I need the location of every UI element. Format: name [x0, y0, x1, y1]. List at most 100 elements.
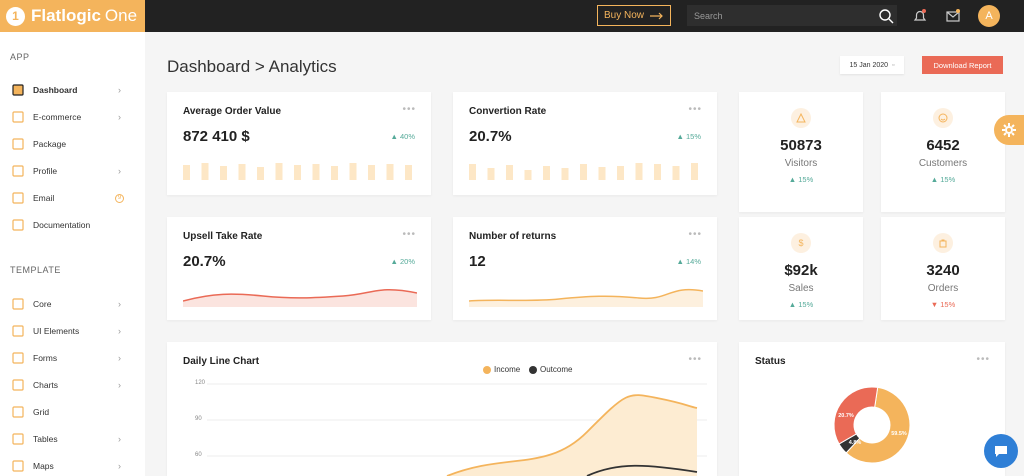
- charts-icon: [11, 378, 25, 392]
- sidebar-item-label: Profile: [33, 166, 58, 176]
- y-tick: 60: [195, 452, 202, 458]
- sparkline-bar: [654, 164, 661, 180]
- card-title: Number of returns: [469, 231, 557, 242]
- sparkline-bar: [275, 163, 283, 180]
- donut-label: 4.8%: [849, 440, 862, 446]
- sidebar-item-forms[interactable]: Forms ›: [0, 348, 145, 368]
- sparkline-bar: [469, 164, 476, 180]
- bar-sparkline: [183, 163, 412, 180]
- chevron-right-icon: ›: [118, 326, 121, 336]
- sidebar-item-package[interactable]: Package: [0, 134, 145, 154]
- bell-icon[interactable]: [912, 8, 928, 24]
- donut-label: 20.7%: [838, 413, 854, 419]
- card-delta: ▲ 40%: [390, 132, 415, 141]
- more-options-icon[interactable]: •••: [688, 354, 702, 365]
- sidebar-item-label: Grid: [33, 407, 50, 417]
- stat-value: $92k: [784, 262, 818, 279]
- sidebar: APP Dashboard › E-commerce › Package Profile ›…: [0, 32, 145, 476]
- number-of-returns-card: Number of returns ••• 12 ▲ 14%: [453, 217, 717, 320]
- email-count-badge: 9: [115, 193, 124, 203]
- donut-label: 59.5%: [891, 431, 907, 437]
- chevron-right-icon: ›: [118, 112, 121, 122]
- maps-icon: [11, 459, 25, 473]
- calendar-icon: ▫: [892, 61, 895, 69]
- sparkline-bar: [598, 167, 606, 180]
- page-title: Dashboard > Analytics: [167, 57, 337, 76]
- customers-card: 6452 Customers ▲ 15%: [881, 92, 1005, 212]
- sidebar-item-email[interactable]: Email 9: [0, 188, 145, 208]
- line-chart-plot: [207, 383, 707, 476]
- sidebar-item-grid[interactable]: Grid: [0, 402, 145, 422]
- chat-button[interactable]: [984, 434, 1018, 468]
- sales-card: $ $92k Sales ▲ 15%: [739, 217, 863, 320]
- sidebar-item-maps[interactable]: Maps ›: [0, 456, 145, 476]
- download-report-button[interactable]: Download Report: [922, 56, 1003, 74]
- card-delta: ▲ 15%: [676, 132, 701, 141]
- sidebar-item-label: Documentation: [33, 220, 91, 230]
- stat-label: Orders: [927, 283, 959, 294]
- bar-sparkline: [469, 163, 698, 180]
- logo-mark-icon: 1: [6, 6, 25, 26]
- stat-delta: ▲ 15%: [930, 175, 956, 184]
- status-card: Status ••• 20.7% 4.8% 59.5%: [739, 342, 1005, 476]
- sparkline-bar: [580, 164, 587, 180]
- sidebar-item-label: Email: [33, 193, 55, 203]
- sidebar-item-label: Maps: [33, 461, 54, 471]
- sparkline-bar: [506, 165, 513, 180]
- warning-icon: [791, 108, 811, 128]
- sidebar-item-label: Dashboard: [33, 85, 78, 95]
- date-picker[interactable]: 15 Jan 2020 ▫: [840, 56, 904, 74]
- area-sparkline: [183, 289, 417, 307]
- settings-button[interactable]: [994, 115, 1024, 145]
- mail-icon[interactable]: [945, 8, 961, 24]
- sparkline-bar: [405, 165, 412, 180]
- search-input[interactable]: [687, 5, 897, 26]
- more-options-icon[interactable]: •••: [402, 229, 416, 240]
- card-title: Status: [755, 356, 786, 367]
- sidebar-item-documentation[interactable]: Documentation: [0, 215, 145, 235]
- upsell-take-rate-card: Upsell Take Rate ••• 20.7% ▲ 20%: [167, 217, 431, 320]
- core-icon: [11, 297, 25, 311]
- sidebar-item-charts[interactable]: Charts ›: [0, 375, 145, 395]
- stat-value: 6452: [926, 137, 960, 154]
- sidebar-item-label: UI Elements: [33, 326, 80, 336]
- sidebar-item-profile[interactable]: Profile ›: [0, 161, 145, 181]
- sidebar-item-tables[interactable]: Tables ›: [0, 429, 145, 449]
- more-options-icon[interactable]: •••: [402, 104, 416, 115]
- card-value: 872 410 $: [183, 128, 250, 145]
- card-value: 20.7%: [183, 253, 226, 270]
- search-icon[interactable]: [878, 8, 894, 24]
- forms-icon: [11, 351, 25, 365]
- more-options-icon[interactable]: •••: [688, 229, 702, 240]
- sidebar-item-ui-elements[interactable]: UI Elements ›: [0, 321, 145, 341]
- date-value: 15 Jan 2020: [849, 61, 889, 69]
- card-title: Convertion Rate: [469, 106, 547, 117]
- sidebar-item-dashboard[interactable]: Dashboard ›: [0, 80, 145, 100]
- buy-now-button[interactable]: Buy Now: [597, 5, 671, 26]
- chat-icon: [995, 446, 1007, 457]
- sidebar-item-core[interactable]: Core ›: [0, 294, 145, 314]
- brand-logo[interactable]: 1 Flatlogic One: [0, 0, 145, 32]
- legend-income[interactable]: Income: [483, 365, 520, 374]
- more-options-icon[interactable]: •••: [976, 354, 990, 365]
- sparkline-bar: [220, 166, 227, 180]
- more-options-icon[interactable]: •••: [688, 104, 702, 115]
- card-title: Average Order Value: [183, 106, 282, 117]
- card-value: 20.7%: [469, 128, 512, 145]
- avatar[interactable]: A: [978, 5, 1000, 27]
- card-title: Upsell Take Rate: [183, 231, 263, 242]
- stat-label: Sales: [788, 283, 814, 294]
- tables-icon: [11, 432, 25, 446]
- sparkline-bar: [183, 165, 190, 180]
- stat-value: 50873: [780, 137, 822, 154]
- legend-outcome[interactable]: Outcome: [529, 365, 572, 374]
- sidebar-item-label: Tables: [33, 434, 58, 444]
- sidebar-item-e-commerce[interactable]: E-commerce ›: [0, 107, 145, 127]
- status-donut-chart: 20.7% 4.8% 59.5%: [833, 386, 911, 464]
- sidebar-item-label: Core: [33, 299, 52, 309]
- sidebar-item-label: Charts: [33, 380, 59, 390]
- donut-slice: [845, 386, 911, 464]
- sidebar-section-app: APP: [10, 52, 30, 62]
- sparkline-bar: [524, 170, 532, 180]
- sparkline-bar: [331, 166, 338, 180]
